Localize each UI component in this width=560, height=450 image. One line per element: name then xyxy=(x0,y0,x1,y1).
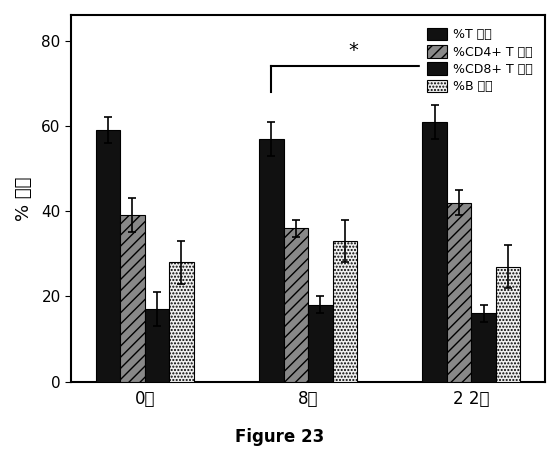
Text: *: * xyxy=(348,41,358,60)
Bar xyxy=(333,241,357,382)
Text: Figure 23: Figure 23 xyxy=(235,428,325,446)
Bar xyxy=(422,122,447,382)
Bar xyxy=(120,216,144,382)
Legend: %T 細胞, %CD4+ T 細胞, %CD8+ T 細胞, %B 細胞: %T 細胞, %CD4+ T 細胞, %CD8+ T 細胞, %B 細胞 xyxy=(420,21,539,99)
Bar xyxy=(496,266,520,382)
Bar xyxy=(96,130,120,382)
Bar xyxy=(472,314,496,382)
Bar xyxy=(283,228,308,382)
Bar xyxy=(169,262,194,382)
Bar xyxy=(259,139,283,382)
Bar xyxy=(144,309,169,382)
Bar xyxy=(308,305,333,382)
Bar xyxy=(447,202,472,382)
Y-axis label: % 細胞: % 細胞 xyxy=(15,176,33,220)
